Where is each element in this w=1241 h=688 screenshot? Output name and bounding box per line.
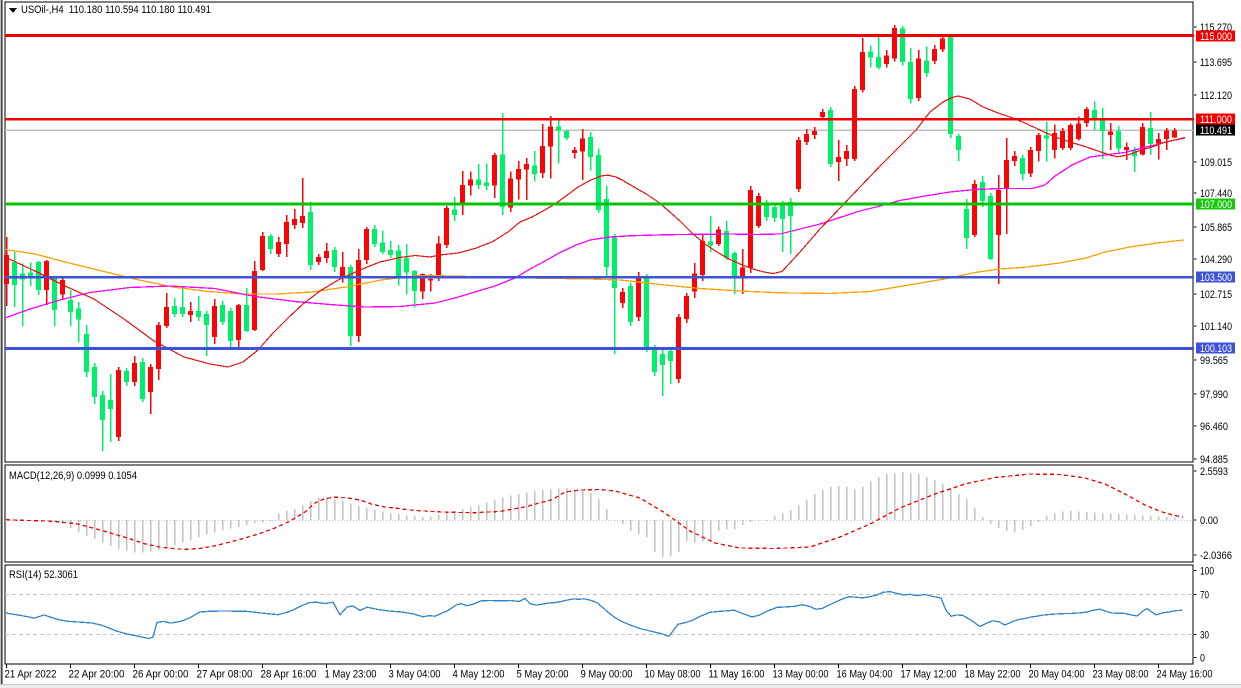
svg-text:104.290: 104.290 <box>1200 254 1232 266</box>
svg-text:100.103: 100.103 <box>1200 343 1232 355</box>
svg-text:0: 0 <box>1200 653 1205 665</box>
svg-text:3 May 04:00: 3 May 04:00 <box>389 669 441 681</box>
svg-text:18 May 22:00: 18 May 22:00 <box>965 669 1021 681</box>
svg-text:USOil-,H4 110.180 110.594 110: USOil-,H4 110.180 110.594 110.180 110.49… <box>21 4 211 16</box>
svg-text:94.885: 94.885 <box>1200 454 1228 466</box>
svg-text:27 Apr 08:00: 27 Apr 08:00 <box>197 669 253 681</box>
svg-text:RSI(14) 52.3061: RSI(14) 52.3061 <box>9 569 78 581</box>
svg-text:23 May 08:00: 23 May 08:00 <box>1093 669 1149 681</box>
svg-text:21 Apr 2022: 21 Apr 2022 <box>5 669 57 681</box>
svg-text:101.140: 101.140 <box>1200 321 1232 333</box>
svg-text:24 May 16:00: 24 May 16:00 <box>1157 669 1213 681</box>
svg-text:5 May 20:00: 5 May 20:00 <box>517 669 569 681</box>
svg-text:1 May 23:00: 1 May 23:00 <box>325 669 377 681</box>
svg-text:28 Apr 16:00: 28 Apr 16:00 <box>261 669 317 681</box>
svg-text:-2.0366: -2.0366 <box>1200 550 1232 562</box>
svg-text:26 Apr 00:00: 26 Apr 00:00 <box>133 669 189 681</box>
svg-text:4 May 12:00: 4 May 12:00 <box>453 669 505 681</box>
svg-text:17 May 12:00: 17 May 12:00 <box>901 669 957 681</box>
svg-text:11 May 16:00: 11 May 16:00 <box>709 669 765 681</box>
svg-text:105.865: 105.865 <box>1200 222 1232 234</box>
svg-text:97.990: 97.990 <box>1200 389 1228 401</box>
svg-text:10 May 08:00: 10 May 08:00 <box>645 669 701 681</box>
svg-text:99.565: 99.565 <box>1200 355 1228 367</box>
svg-text:113.695: 113.695 <box>1200 57 1232 69</box>
svg-text:13 May 00:00: 13 May 00:00 <box>773 669 829 681</box>
svg-text:110.491: 110.491 <box>1200 125 1232 137</box>
svg-text:MACD(12,26,9) 0.0999 0.1054: MACD(12,26,9) 0.0999 0.1054 <box>9 470 137 482</box>
svg-text:109.015: 109.015 <box>1200 157 1232 169</box>
svg-text:103.500: 103.500 <box>1200 272 1232 284</box>
svg-text:2.5593: 2.5593 <box>1200 466 1228 478</box>
svg-text:112.120: 112.120 <box>1200 90 1232 102</box>
svg-text:102.715: 102.715 <box>1200 289 1232 301</box>
svg-text:0.00: 0.00 <box>1200 515 1218 527</box>
svg-text:111.000: 111.000 <box>1200 114 1232 126</box>
svg-text:100: 100 <box>1200 566 1214 578</box>
svg-text:107.000: 107.000 <box>1200 199 1232 211</box>
svg-text:9 May 00:00: 9 May 00:00 <box>581 669 633 681</box>
svg-text:70: 70 <box>1200 590 1209 602</box>
svg-text:30: 30 <box>1200 630 1209 642</box>
svg-text:22 Apr 20:00: 22 Apr 20:00 <box>69 669 125 681</box>
svg-text:107.440: 107.440 <box>1200 188 1232 200</box>
svg-text:16 May 04:00: 16 May 04:00 <box>837 669 893 681</box>
svg-text:96.460: 96.460 <box>1200 421 1228 433</box>
svg-text:20 May 04:00: 20 May 04:00 <box>1029 669 1085 681</box>
svg-text:115.000: 115.000 <box>1200 31 1232 43</box>
